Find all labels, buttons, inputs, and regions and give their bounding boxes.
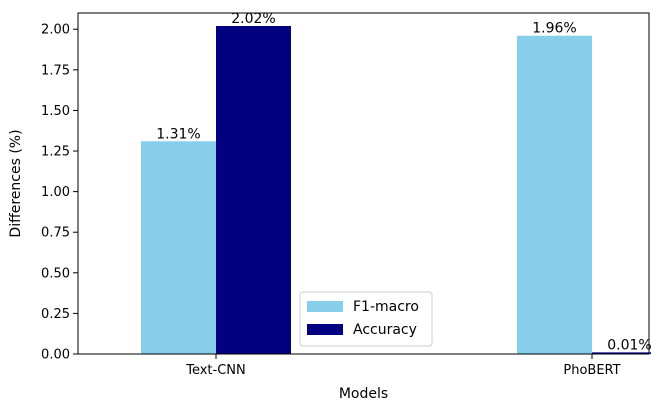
- bar-value-label: 0.01%: [607, 337, 651, 353]
- legend: F1-macro Accuracy: [299, 291, 433, 347]
- legend-swatch: [307, 301, 343, 312]
- y-tick-label: 2.00: [41, 23, 70, 38]
- bar-f1-macro-text-cnn: [141, 141, 216, 354]
- y-tick-label: 0.00: [41, 348, 70, 363]
- x-axis-label: Models: [339, 386, 388, 401]
- y-tick-label: 0.25: [41, 307, 70, 322]
- bar-f1-macro-phobert: [517, 35, 592, 354]
- y-tick-label: 1.75: [41, 63, 70, 78]
- x-tick-label: PhoBERT: [563, 363, 620, 378]
- y-tick-label: 0.75: [41, 226, 70, 241]
- bar-value-label: 1.96%: [532, 21, 576, 37]
- y-axis-ticks: 0.00 0.25 0.50 0.75 1.00 1.25 1.50 1.75 2.00: [41, 23, 78, 363]
- bar-value-label: 2.02%: [231, 11, 275, 27]
- plot-frame: [77, 12, 650, 355]
- y-tick-label: 0.50: [41, 266, 70, 281]
- legend-label: F1-macro: [353, 299, 419, 315]
- y-tick-label: 1.25: [41, 145, 70, 160]
- y-tick-label: 1.00: [41, 185, 70, 200]
- y-axis-label: Differences (%): [8, 129, 24, 237]
- x-tick-label: Text-CNN: [185, 363, 246, 378]
- x-axis-ticks: Text-CNN PhoBERT: [185, 354, 621, 378]
- legend-swatch: [307, 324, 343, 335]
- bar-accuracy-text-cnn: [216, 25, 291, 354]
- bar-value-label: 1.31%: [156, 126, 200, 142]
- bar-accuracy-phobert: [592, 352, 651, 354]
- legend-label: Accuracy: [353, 322, 417, 338]
- y-tick-label: 1.50: [41, 104, 70, 119]
- bar-labels: 1.31% 2.02% 1.96% 0.01%: [156, 11, 651, 353]
- bars: [141, 25, 651, 354]
